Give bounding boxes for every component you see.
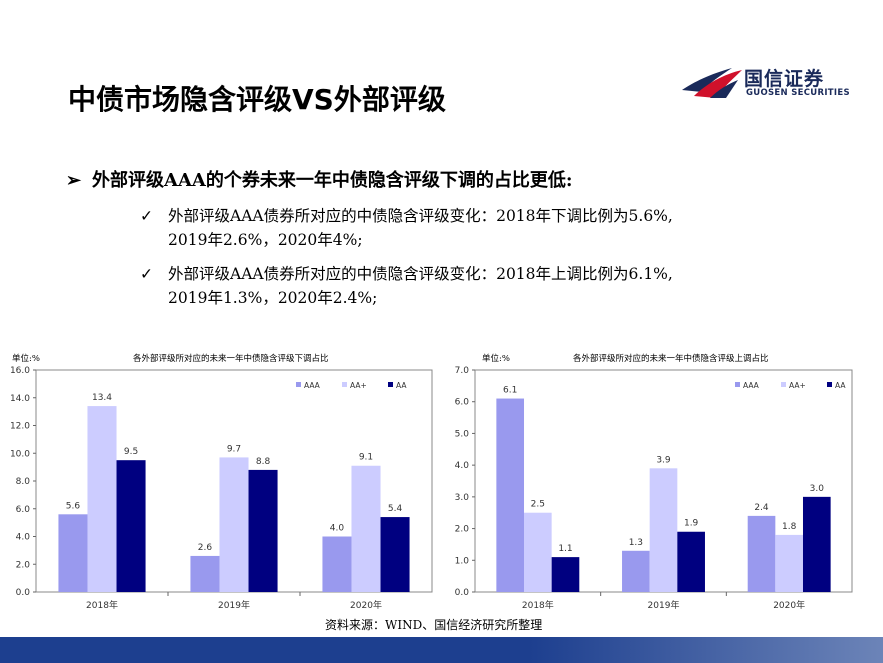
y-tick-label: 4.0 xyxy=(16,533,31,543)
bar-aa xyxy=(380,517,410,592)
point-1: ✓ 外部评级AAA债券所对应的中债隐含评级变化：2018年下调比例为5.6%, … xyxy=(140,204,673,252)
legend-swatch xyxy=(296,382,301,387)
legend-swatch xyxy=(735,382,740,387)
main-bullet: ➢ 外部评级AAA的个券未来一年中债隐含评级下调的占比更低: xyxy=(66,166,573,192)
data-label: 2.4 xyxy=(754,503,769,513)
bar-aaplus xyxy=(775,534,803,592)
bar-aaplus xyxy=(351,465,381,592)
check-icon: ✓ xyxy=(140,207,153,225)
data-label: 6.1 xyxy=(503,386,517,396)
y-tick-label: 0.0 xyxy=(16,588,31,598)
x-tick-label: 2020年 xyxy=(773,599,805,611)
legend-label: AA xyxy=(396,381,407,390)
y-tick-label: 3.0 xyxy=(455,493,470,503)
x-tick-label: 2020年 xyxy=(350,599,382,611)
legend-label: AA xyxy=(835,381,846,390)
data-label: 9.7 xyxy=(227,444,241,454)
chart-1-unit: 单位:% xyxy=(12,354,40,364)
footer-bar xyxy=(0,637,883,663)
legend-label: AA+ xyxy=(350,381,367,390)
bar-aaa xyxy=(747,515,776,592)
source-note: 资料来源：WIND、国信经济研究所整理 xyxy=(325,618,543,632)
bar-aaa xyxy=(496,398,525,592)
x-tick-label: 2018年 xyxy=(522,599,554,611)
legend-swatch xyxy=(827,382,832,387)
chart-2: 0.0 1.0 2.0 3.0 4.0 5.0 6.0 7.0 6.1 2.5 1.1 2018年 1.… xyxy=(455,366,853,611)
bar-aaa xyxy=(622,550,650,592)
y-tick-label: 0.0 xyxy=(455,588,470,598)
x-tick-label: 2018年 xyxy=(86,599,118,611)
point-1-line-2: 2019年2.6%，2020年4%; xyxy=(168,231,363,249)
y-tick-label: 6.0 xyxy=(455,398,470,408)
chart-1: 0.0 2.0 4.0 6.0 8.0 10.0 12.0 14.0 16.0 5.6 13.4 9.… xyxy=(10,366,433,611)
bar-aaplus xyxy=(219,457,249,592)
bar-aaplus xyxy=(524,512,552,592)
y-tick-label: 6.0 xyxy=(16,505,31,515)
y-tick-label: 16.0 xyxy=(10,366,30,376)
main-bullet-text: 外部评级AAA的个券未来一年中债隐含评级下调的占比更低: xyxy=(92,170,573,191)
bar-aaa xyxy=(322,536,352,592)
data-label: 9.5 xyxy=(124,447,138,457)
guosen-logo-icon xyxy=(682,68,742,98)
y-tick-label: 2.0 xyxy=(455,525,470,535)
data-label: 3.0 xyxy=(810,484,825,494)
bar-aaa xyxy=(190,555,220,592)
data-label: 13.4 xyxy=(92,393,112,403)
data-label: 1.9 xyxy=(684,519,699,529)
page-title: 中债市场隐含评级VS外部评级 xyxy=(68,83,446,116)
y-tick-label: 14.0 xyxy=(10,394,30,404)
bar-aaplus xyxy=(649,468,678,592)
data-label: 9.1 xyxy=(359,453,373,463)
data-label: 5.4 xyxy=(388,504,403,514)
legend-label: AA+ xyxy=(789,381,806,390)
bar-aaplus xyxy=(87,406,117,592)
x-tick-label: 2019年 xyxy=(648,599,680,611)
bar-aa xyxy=(551,557,580,592)
chart-1-title: 各外部评级所对应的未来一年中债隐含评级下调占比 xyxy=(133,354,329,364)
data-label: 4.0 xyxy=(330,524,345,534)
y-tick-label: 2.0 xyxy=(16,560,31,570)
y-tick-label: 8.0 xyxy=(16,477,31,487)
legend-label: AAA xyxy=(743,381,760,390)
data-label: 1.8 xyxy=(782,522,797,532)
legend-swatch xyxy=(781,382,786,387)
data-label: 8.8 xyxy=(256,457,271,467)
bar-aa xyxy=(116,460,146,592)
chart-2-title: 各外部评级所对应的未来一年中债隐含评级上调占比 xyxy=(573,354,769,364)
bar-aa xyxy=(802,496,831,592)
data-label: 1.3 xyxy=(629,538,643,548)
chart-2-unit: 单位:% xyxy=(482,354,510,364)
y-tick-label: 10.0 xyxy=(10,449,30,459)
bar-aa xyxy=(248,469,278,592)
y-tick-label: 5.0 xyxy=(455,429,470,439)
data-label: 5.6 xyxy=(66,501,81,511)
y-tick-label: 7.0 xyxy=(455,366,470,376)
data-label: 1.1 xyxy=(558,544,572,554)
y-tick-label: 1.0 xyxy=(455,556,470,566)
point-2-line-1: 外部评级AAA债券所对应的中债隐含评级变化：2018年上调比例为6.1%, xyxy=(168,265,673,283)
legend-swatch xyxy=(388,382,393,387)
y-tick-label: 4.0 xyxy=(455,461,470,471)
logo-text-cn: 国信证券 xyxy=(744,68,825,90)
bar-aaa xyxy=(58,514,88,592)
x-tick-label: 2019年 xyxy=(218,599,250,611)
triangle-arrow-icon: ➢ xyxy=(66,170,82,191)
legend-swatch xyxy=(342,382,347,387)
data-label: 2.6 xyxy=(198,543,213,553)
bar-aa xyxy=(677,531,705,592)
data-label: 3.9 xyxy=(656,455,671,465)
logo-text-en: GUOSEN SECURITIES xyxy=(746,88,850,98)
y-tick-label: 12.0 xyxy=(10,422,30,432)
data-label: 2.5 xyxy=(531,500,545,510)
point-1-line-1: 外部评级AAA债券所对应的中债隐含评级变化：2018年下调比例为5.6%, xyxy=(168,207,673,225)
check-icon: ✓ xyxy=(140,265,153,283)
point-2-line-2: 2019年1.3%，2020年2.4%; xyxy=(168,289,378,307)
point-2: ✓ 外部评级AAA债券所对应的中债隐含评级变化：2018年上调比例为6.1%, … xyxy=(140,262,673,310)
legend-label: AAA xyxy=(304,381,321,390)
